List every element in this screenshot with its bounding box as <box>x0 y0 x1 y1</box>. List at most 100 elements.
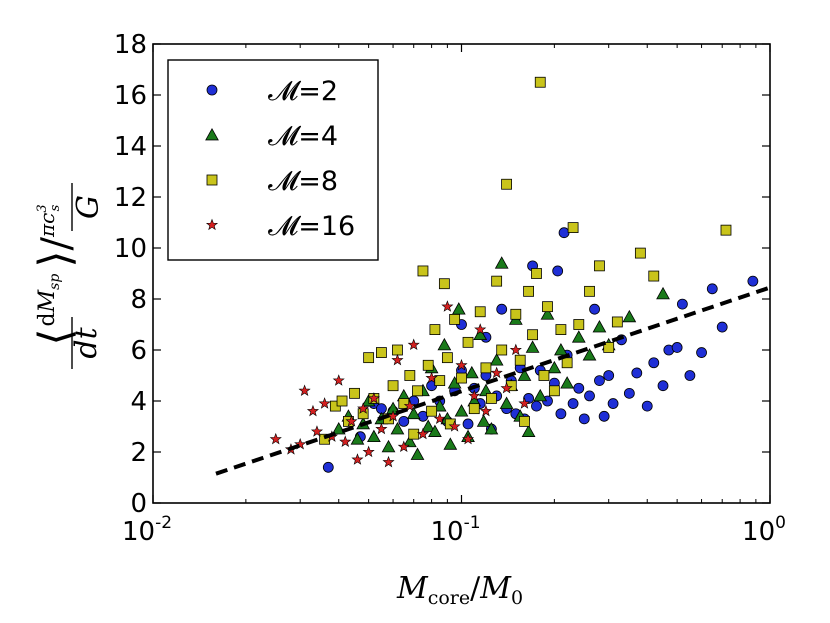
point-square <box>434 375 446 387</box>
legend: 𝓜=2 𝓜=4 𝓜=8 𝓜=16 <box>167 59 379 261</box>
point-square <box>408 428 420 440</box>
point-triangle <box>571 330 586 343</box>
y-axis-label: ⟨dMsp⟩/πc3s dt G <box>30 183 106 369</box>
svg-text:dt: dt <box>69 326 104 358</box>
point-square <box>468 403 480 415</box>
point-circle <box>552 265 564 277</box>
point-triangle <box>464 365 479 379</box>
point-triangle <box>402 434 417 448</box>
point-circle <box>641 400 653 412</box>
x-tick-label: 10-1 <box>430 513 480 547</box>
point-square <box>480 362 492 374</box>
point-star <box>306 404 320 417</box>
point-square <box>363 352 375 364</box>
y-tick-label: 14 <box>114 132 147 162</box>
point-square <box>527 329 538 341</box>
point-circle <box>657 380 669 392</box>
point-square <box>474 306 486 318</box>
legend-marker-square <box>206 174 218 186</box>
point-square <box>441 352 453 364</box>
point-star <box>362 445 375 458</box>
point-square <box>555 324 567 336</box>
point-square <box>456 372 467 384</box>
point-star <box>416 427 430 440</box>
point-circle <box>706 283 718 295</box>
point-square <box>349 387 360 399</box>
point-square <box>336 395 348 407</box>
point-triangle <box>454 404 469 417</box>
point-circle <box>671 342 683 353</box>
y-tick-label: 12 <box>114 183 147 213</box>
point-triangle <box>451 302 466 315</box>
legend-label: 𝓜=4 <box>268 121 338 152</box>
point-star <box>375 422 388 435</box>
legend-marker-star <box>205 218 219 231</box>
point-square <box>542 301 553 313</box>
point-triangle <box>410 447 425 460</box>
legend-label: 𝓜=8 <box>268 166 338 197</box>
point-square <box>387 380 399 392</box>
point-star <box>391 353 404 366</box>
point-circle <box>623 387 635 399</box>
point-star <box>397 440 410 453</box>
axis-ticks: 0 2 4 6 8 10 12 14 16 18 10-2 10-1 100 <box>114 30 786 547</box>
point-circle <box>684 370 696 381</box>
point-circle <box>631 367 643 379</box>
point-square <box>634 247 646 259</box>
legend-marker-circle <box>206 84 218 96</box>
point-circle <box>578 413 590 425</box>
point-triangle <box>421 419 436 432</box>
legend-box <box>167 59 379 261</box>
point-square <box>426 405 438 417</box>
point-star <box>345 415 358 427</box>
point-triangle <box>331 422 346 435</box>
point-circle <box>584 390 595 402</box>
point-square <box>449 313 461 325</box>
point-square <box>438 278 450 290</box>
point-circle <box>558 227 570 239</box>
point-star <box>269 432 282 445</box>
fit-line <box>215 285 771 476</box>
y-tick-label: 10 <box>114 234 147 264</box>
point-triangle <box>525 340 540 353</box>
point-triangle <box>560 376 575 389</box>
point-circle <box>603 370 615 381</box>
point-square <box>648 270 660 282</box>
point-circle <box>676 298 688 310</box>
legend-label: 𝓜=2 <box>268 76 338 107</box>
point-star <box>518 397 531 409</box>
y-tick-label: 8 <box>130 285 147 315</box>
point-circle <box>523 393 534 404</box>
point-triangle <box>540 307 555 320</box>
point-star <box>294 437 307 450</box>
point-triangle <box>517 368 532 381</box>
point-star <box>441 300 454 312</box>
point-square <box>720 224 732 236</box>
point-triangle <box>406 406 421 420</box>
series-square <box>319 76 732 445</box>
point-triangle <box>350 432 365 445</box>
point-circle <box>462 418 474 430</box>
point-square <box>567 222 579 234</box>
point-star <box>339 435 352 447</box>
point-square <box>510 308 522 320</box>
point-circle <box>398 415 410 427</box>
fit-line-layer <box>215 285 771 476</box>
data-points <box>269 76 759 473</box>
point-star <box>318 397 331 409</box>
point-star <box>403 399 416 412</box>
point-circle <box>322 461 334 473</box>
point-star <box>332 374 345 386</box>
point-square <box>412 385 423 397</box>
svg-text:G: G <box>71 195 106 219</box>
point-star <box>461 432 475 445</box>
y-tick-label: 2 <box>130 438 147 468</box>
legend-label: 𝓜=16 <box>268 211 355 242</box>
point-circle <box>573 382 585 394</box>
point-circle <box>598 410 610 422</box>
point-circle <box>496 303 508 315</box>
point-square <box>501 178 512 190</box>
point-square <box>561 357 573 369</box>
point-triangle <box>367 429 381 443</box>
point-triangle <box>533 388 548 402</box>
